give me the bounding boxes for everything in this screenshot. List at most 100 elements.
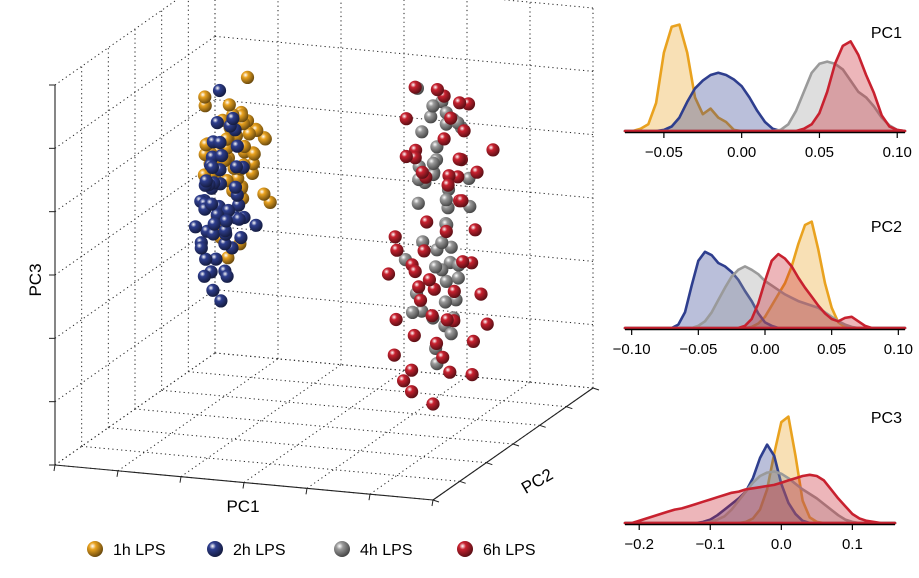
data-point <box>218 224 232 238</box>
data-point <box>257 187 271 201</box>
legend: 1h LPS 2h LPS 4h LPS 6h LPS <box>87 541 535 559</box>
data-point <box>228 180 243 194</box>
x-tick <box>368 494 371 501</box>
data-point <box>429 336 444 350</box>
data-point <box>387 348 401 362</box>
data-point <box>399 149 413 164</box>
data-point <box>457 124 471 138</box>
data-point <box>219 214 233 228</box>
x-tick <box>179 476 182 483</box>
data-point <box>453 96 467 110</box>
data-point <box>194 241 208 255</box>
data-point <box>452 152 466 166</box>
data-point <box>422 273 436 287</box>
data-point <box>222 98 236 112</box>
data-point <box>439 193 453 207</box>
data-point <box>415 125 429 139</box>
grid-line <box>214 35 594 72</box>
legend-item: 2h LPS <box>207 541 285 559</box>
data-point <box>209 252 223 266</box>
grid-line <box>134 408 514 445</box>
grid-line <box>108 427 487 464</box>
legend-label: 6h LPS <box>483 542 535 559</box>
legend-item: 4h LPS <box>334 541 412 559</box>
data-point <box>198 90 212 104</box>
data-point <box>207 217 221 231</box>
data-point <box>405 385 419 399</box>
x-tick-label: 0.05 <box>817 341 846 358</box>
grid-line <box>306 375 468 489</box>
density-curve <box>623 473 897 525</box>
data-point <box>439 274 453 288</box>
density-curve <box>623 252 907 330</box>
y-tick <box>566 406 573 410</box>
grid-line <box>54 0 178 86</box>
data-point <box>474 287 488 301</box>
x-tick <box>53 464 56 472</box>
data-point <box>413 293 428 307</box>
data-point <box>388 230 402 244</box>
data-point <box>443 365 457 379</box>
grid-line <box>188 371 567 408</box>
x-tick-label: −0.1 <box>695 536 725 553</box>
density-panel-pc2: PC2 −0.10 −0.05 0.00 0.05 0.10 <box>613 219 913 358</box>
data-point <box>444 111 458 125</box>
data-point <box>412 280 426 294</box>
data-point <box>206 283 220 297</box>
x-tick-label: 0.00 <box>727 144 756 161</box>
data-point <box>424 110 438 124</box>
x-tick-label: −0.05 <box>645 144 683 161</box>
x-tick <box>431 499 434 507</box>
data-point <box>440 313 454 327</box>
data-point <box>426 99 440 113</box>
data-point <box>408 264 422 279</box>
x-tick-label: −0.2 <box>624 536 654 553</box>
y-tick <box>459 480 466 484</box>
x-tick-label: 0.00 <box>750 341 779 358</box>
data-point <box>240 70 255 84</box>
grid-line <box>54 35 216 149</box>
data-point <box>426 397 440 411</box>
data-point <box>220 269 234 283</box>
legend-label: 4h LPS <box>360 542 412 559</box>
x-tick-label: −0.05 <box>679 341 717 358</box>
data-point <box>417 244 431 258</box>
x-tick <box>305 488 308 495</box>
grid-line <box>81 445 460 482</box>
data-point <box>226 111 240 126</box>
scatter3d-points <box>188 70 500 411</box>
x-tick-label: 0.0 <box>771 536 792 553</box>
data-point <box>408 80 422 94</box>
y-tick <box>539 424 546 428</box>
data-point <box>405 305 420 319</box>
grid-line <box>214 162 594 199</box>
data-point <box>429 260 443 274</box>
data-point <box>437 132 451 146</box>
density-panel-pc3: PC3 −0.2 −0.1 0.0 0.1 <box>623 410 902 553</box>
data-point <box>439 224 453 239</box>
x-tick-label: 0.10 <box>884 341 913 358</box>
data-point <box>247 147 261 161</box>
data-point <box>470 165 484 179</box>
grid-line <box>161 389 540 426</box>
data-point <box>197 269 211 283</box>
scatter3d-grid <box>49 0 600 507</box>
data-point <box>188 220 203 234</box>
data-point <box>486 143 500 157</box>
data-point <box>214 294 228 308</box>
density-panel-pc1: PC1 −0.05 0.00 0.05 0.10 <box>623 23 912 161</box>
density-title: PC1 <box>871 25 902 42</box>
data-point <box>415 165 429 179</box>
grid-line <box>369 381 531 495</box>
legend-item: 1h LPS <box>87 541 165 559</box>
data-point <box>435 236 449 250</box>
x-tick-label: 0.10 <box>883 144 912 161</box>
grid-line <box>54 162 216 276</box>
data-point <box>199 174 213 188</box>
data-point <box>420 215 434 229</box>
data-point <box>438 295 452 309</box>
y-tick <box>486 462 493 466</box>
data-point <box>455 194 469 208</box>
data-point <box>242 127 256 141</box>
data-point <box>390 243 404 257</box>
